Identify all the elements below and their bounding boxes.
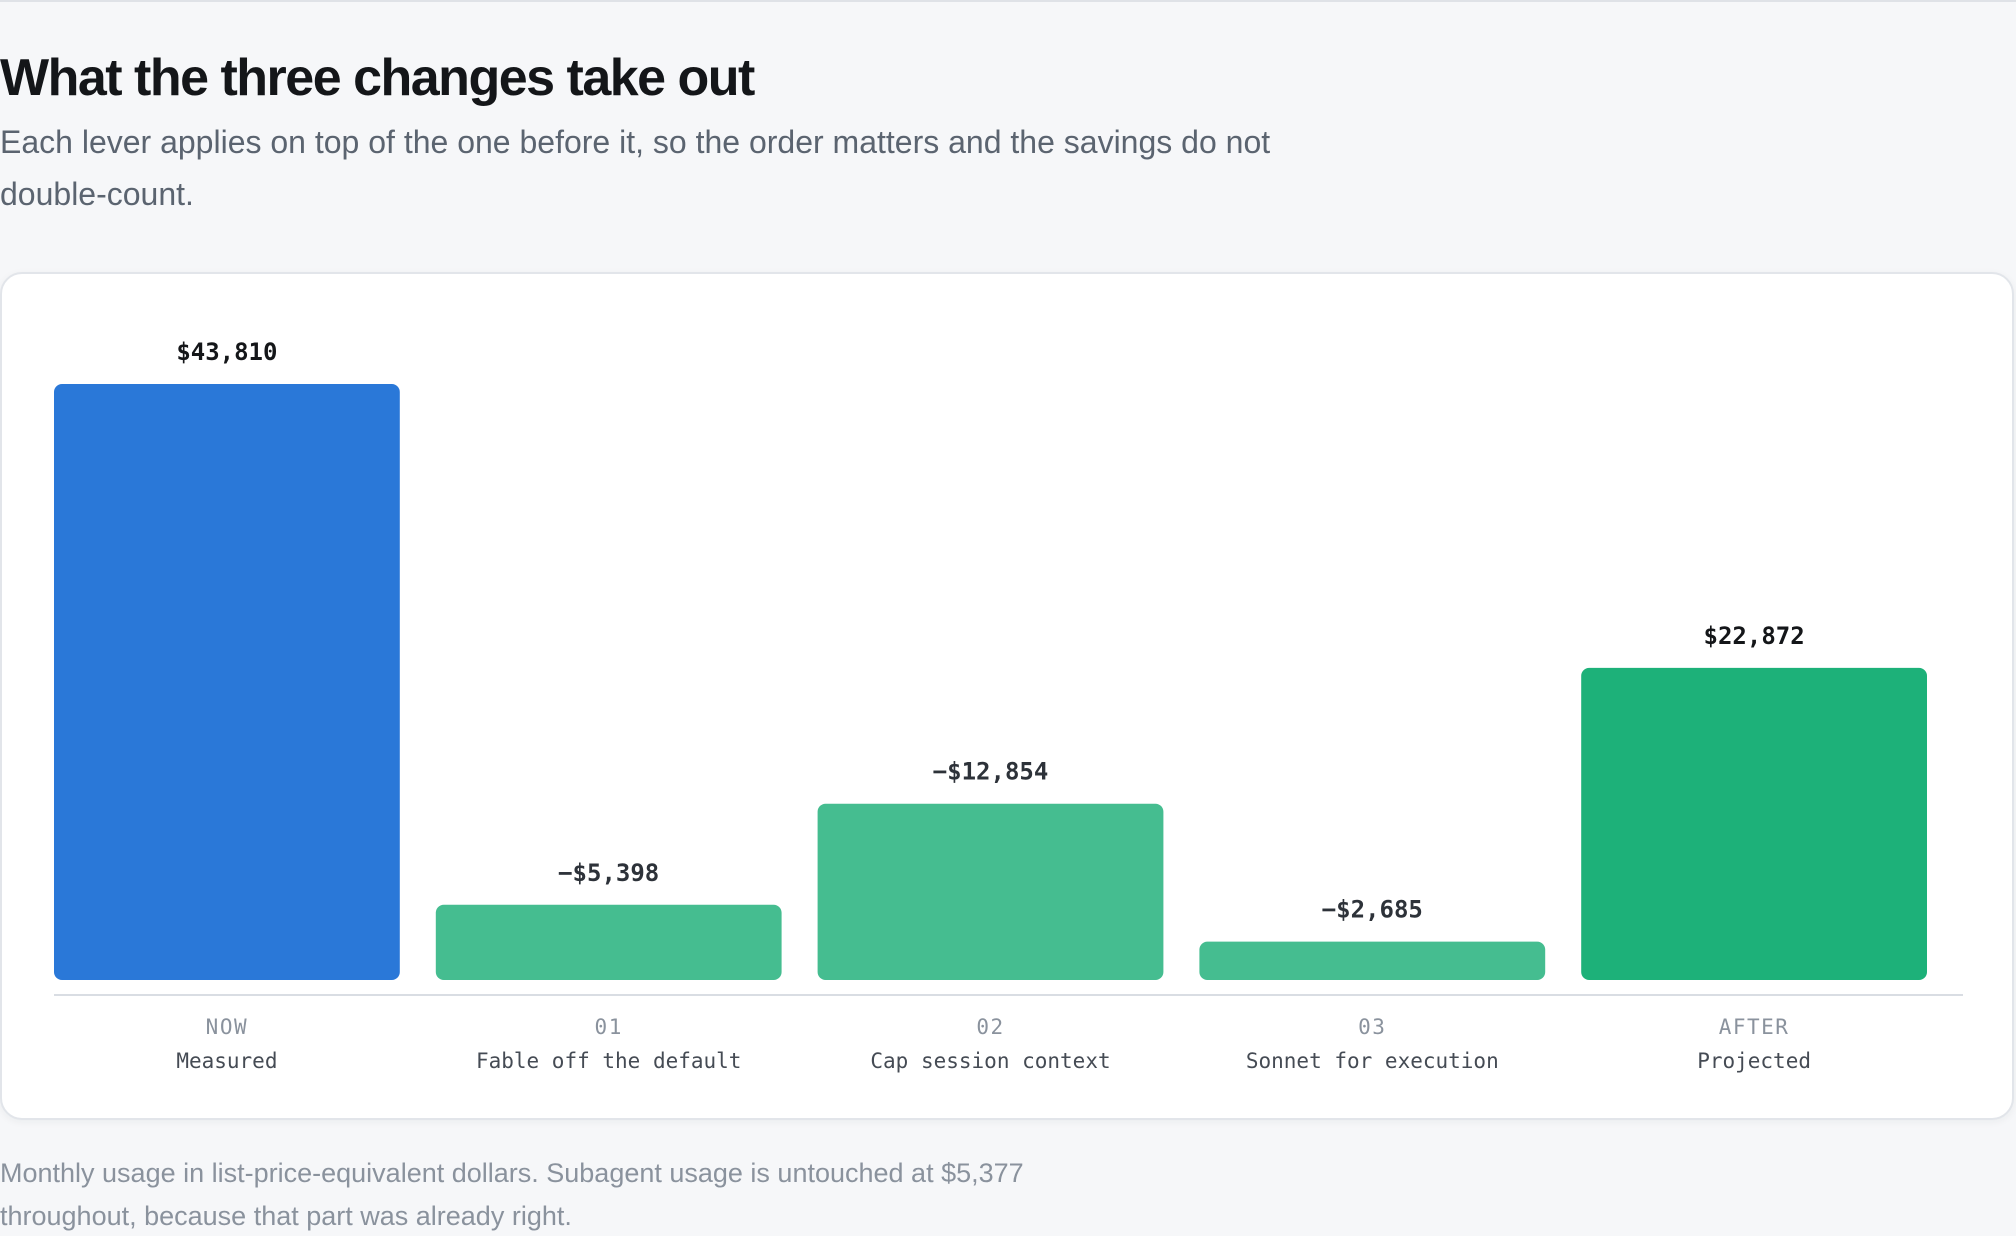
value-label: $22,872 bbox=[1704, 622, 1805, 650]
category-tag: AFTER bbox=[1719, 1015, 1790, 1039]
category-tag: 01 bbox=[595, 1015, 623, 1039]
bar-03 bbox=[1199, 941, 1546, 980]
category-label: Measured bbox=[176, 1049, 277, 1073]
category-label: Cap session context bbox=[870, 1049, 1110, 1073]
category-tag: NOW bbox=[206, 1015, 248, 1039]
page-subtitle: Each lever applies on top of the one bef… bbox=[0, 124, 1271, 212]
category-tag: 02 bbox=[976, 1015, 1004, 1039]
bar-after bbox=[1581, 667, 1927, 980]
value-label: −$12,854 bbox=[933, 758, 1049, 786]
category-label: Fable off the default bbox=[476, 1049, 742, 1073]
bar-now bbox=[54, 384, 400, 980]
top-divider bbox=[0, 0, 2016, 2]
category-tag: 03 bbox=[1358, 1015, 1386, 1039]
category-label: Projected bbox=[1697, 1049, 1811, 1073]
chart-card: $43,810 NOW Measured −$5,398 01 Fable off the… bbox=[0, 272, 2014, 1120]
footnote: Monthly usage in list-price-equivalent d… bbox=[0, 1158, 1024, 1231]
category-label: Sonnet for execution bbox=[1246, 1049, 1499, 1073]
page-title: What the three changes take out bbox=[0, 49, 755, 107]
value-label: $43,810 bbox=[176, 338, 277, 366]
waterfall-chart: $43,810 NOW Measured −$5,398 01 Fable off the… bbox=[54, 338, 1963, 1073]
value-label: −$5,398 bbox=[558, 859, 659, 887]
bar-01 bbox=[435, 904, 782, 980]
bar-02 bbox=[817, 803, 1164, 980]
value-label: −$2,685 bbox=[1322, 896, 1423, 924]
